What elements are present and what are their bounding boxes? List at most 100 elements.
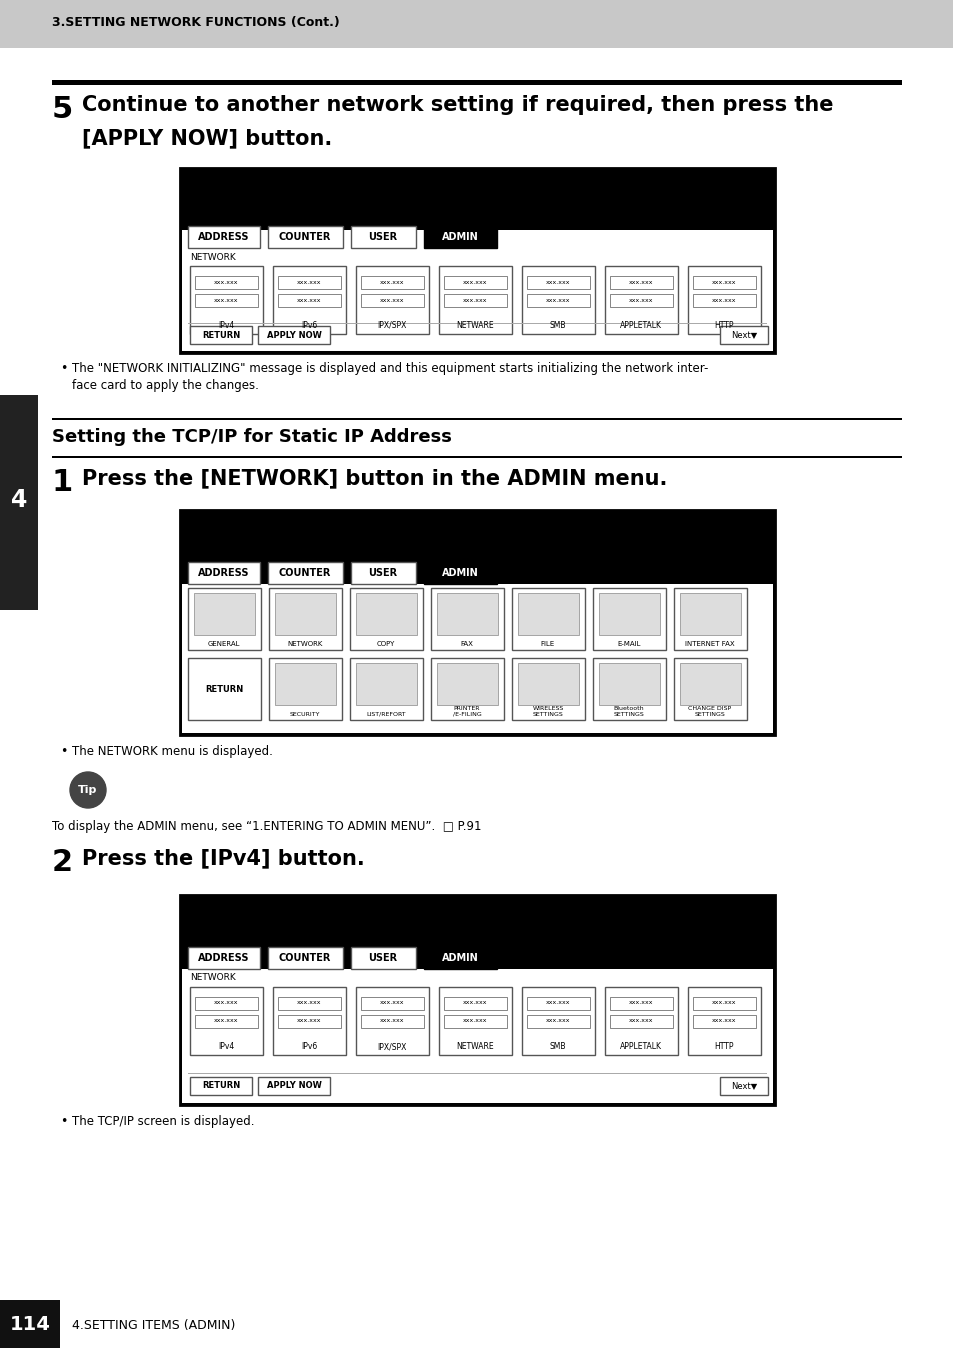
Text: IPX/SPX: IPX/SPX [377,1042,406,1051]
Bar [268,226,343,248]
Text: xxx.xxx: xxx.xxx [628,279,653,284]
Text: xxx.xxx: xxx.xxx [545,279,570,284]
Bar [436,593,497,635]
Bar [593,588,665,650]
Bar [423,562,497,584]
Bar [351,562,416,584]
Bar [598,593,659,635]
Text: xxx.xxx: xxx.xxx [545,298,570,302]
Text: xxx.xxx: xxx.xxx [545,1019,570,1023]
Text: 4: 4 [10,488,27,512]
Bar [52,80,901,85]
Text: ADMIN: ADMIN [441,232,477,243]
Bar [188,948,260,969]
Bar [679,663,740,705]
Text: 3.SETTING NETWORK FUNCTIONS (Cont.): 3.SETTING NETWORK FUNCTIONS (Cont.) [52,16,339,30]
Text: xxx.xxx: xxx.xxx [711,279,736,284]
Bar [609,1015,672,1029]
Text: COUNTER: COUNTER [278,568,331,578]
Text: RETURN: RETURN [202,1081,240,1091]
Text: PRINTER
/E-FILING: PRINTER /E-FILING [452,706,481,717]
Text: xxx.xxx: xxx.xxx [711,1000,736,1006]
Bar [431,588,503,650]
Bar [351,226,416,248]
Text: LIST/REFORT: LIST/REFORT [366,712,405,717]
Bar [52,418,901,421]
Text: RETURN: RETURN [205,685,243,693]
Bar [274,663,335,705]
Bar [604,987,678,1055]
Bar [692,294,755,307]
Bar [277,294,340,307]
Bar [188,658,261,720]
Text: 2: 2 [52,848,73,878]
Text: Bluetooth
SETTINGS: Bluetooth SETTINGS [613,706,643,717]
Bar [526,294,589,307]
Text: The NETWORK menu is displayed.: The NETWORK menu is displayed. [71,745,273,758]
Bar [277,276,340,288]
Bar [687,987,760,1055]
Text: HTTP: HTTP [714,1042,733,1051]
Bar [268,562,343,584]
Bar [194,294,257,307]
Text: Tip: Tip [78,785,97,795]
Text: xxx.xxx: xxx.xxx [213,1000,238,1006]
Bar [692,998,755,1010]
Text: ADDRESS: ADDRESS [198,953,250,962]
Text: APPLY NOW: APPLY NOW [266,330,321,340]
Text: •: • [60,363,68,375]
Text: xxx.xxx: xxx.xxx [379,1000,404,1006]
Bar [0,49,953,78]
Bar [526,998,589,1010]
Text: USER: USER [368,568,397,578]
Text: APPLY NOW: APPLY NOW [266,1081,321,1091]
Text: 114: 114 [10,1316,51,1335]
Text: RETURN: RETURN [202,330,240,340]
Bar [180,510,774,735]
Bar [673,588,746,650]
Bar [720,326,767,344]
Bar [360,276,423,288]
Bar [274,593,335,635]
Bar [188,588,261,650]
Bar [52,456,901,458]
Text: COPY: COPY [376,642,395,647]
Text: NETWORK: NETWORK [190,253,235,262]
Bar [188,226,260,248]
Text: face card to apply the changes.: face card to apply the changes. [71,379,258,392]
Bar [0,0,953,49]
Text: 5: 5 [52,94,73,124]
Bar [423,948,497,969]
Bar [193,593,254,635]
Bar [355,593,416,635]
Bar [526,276,589,288]
Text: NETWORK: NETWORK [190,973,235,981]
Bar [269,588,341,650]
Text: 4.SETTING ITEMS (ADMIN): 4.SETTING ITEMS (ADMIN) [71,1318,235,1332]
Text: xxx.xxx: xxx.xxx [462,298,487,302]
Text: NETWARE: NETWARE [456,321,494,330]
Text: The TCP/IP screen is displayed.: The TCP/IP screen is displayed. [71,1115,254,1128]
Text: NETWORK: NETWORK [287,642,322,647]
Text: COUNTER: COUNTER [278,953,331,962]
Text: ADMIN: ADMIN [441,953,477,962]
Bar [438,987,512,1055]
Bar [355,663,416,705]
Bar [593,658,665,720]
Text: SMB: SMB [549,321,566,330]
Bar [609,276,672,288]
Text: xxx.xxx: xxx.xxx [379,298,404,302]
Text: xxx.xxx: xxx.xxx [628,1000,653,1006]
Text: •: • [60,745,68,758]
Bar [182,512,772,568]
Bar [277,1015,340,1029]
Text: The "NETWORK INITIALIZING" message is displayed and this equipment starts initia: The "NETWORK INITIALIZING" message is di… [71,363,708,375]
Bar [360,294,423,307]
Bar [257,1077,330,1095]
Bar [182,1074,772,1103]
Text: WIRELESS
SETTINGS: WIRELESS SETTINGS [532,706,563,717]
Text: xxx.xxx: xxx.xxx [379,279,404,284]
Bar [182,170,772,231]
Text: xxx.xxx: xxx.xxx [545,1000,570,1006]
Text: APPLETALK: APPLETALK [619,321,661,330]
